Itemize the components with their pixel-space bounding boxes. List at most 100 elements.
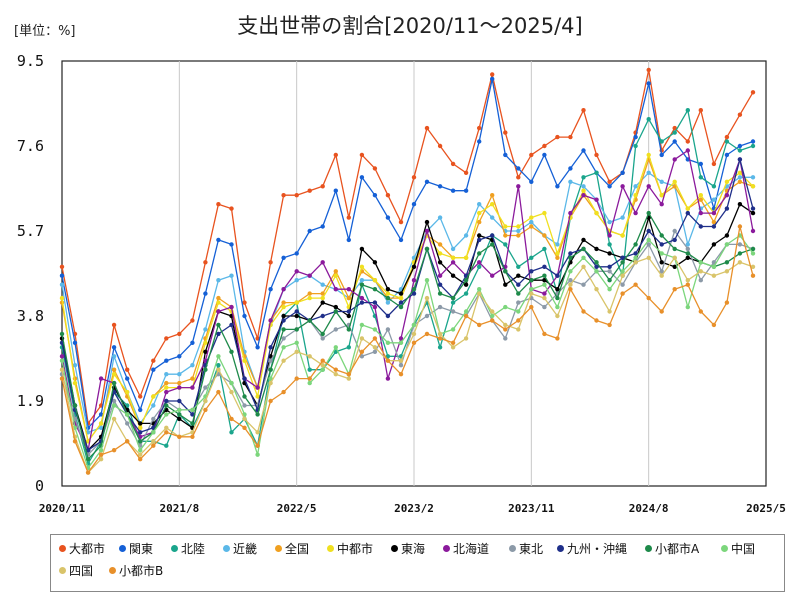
data-point xyxy=(450,340,456,345)
y-tick-label: 5.7 xyxy=(17,222,44,240)
data-point xyxy=(346,287,351,292)
data-point xyxy=(490,309,495,314)
data-point xyxy=(164,358,169,363)
data-point xyxy=(581,246,586,252)
data-point xyxy=(72,403,78,408)
data-point xyxy=(177,385,182,390)
data-point xyxy=(633,193,638,198)
data-point xyxy=(138,448,143,453)
data-point xyxy=(411,291,417,296)
chart-title: 支出世帯の割合[2020/11～2025/4] xyxy=(237,14,583,38)
data-point xyxy=(698,210,703,216)
data-point xyxy=(633,251,638,256)
data-point xyxy=(294,193,299,198)
data-point xyxy=(620,215,625,220)
data-point xyxy=(463,313,469,319)
data-point xyxy=(346,372,351,377)
data-point xyxy=(437,282,443,287)
data-point xyxy=(268,318,273,323)
data-point xyxy=(372,193,378,198)
data-point xyxy=(424,278,430,283)
data-point xyxy=(477,210,482,216)
data-point xyxy=(607,242,612,247)
legend-item: 四国 xyxy=(59,563,93,579)
data-point xyxy=(164,389,169,395)
legend-marker xyxy=(645,545,652,552)
data-point xyxy=(203,398,208,404)
legend-marker xyxy=(721,545,728,552)
data-point xyxy=(607,219,612,225)
data-point xyxy=(724,269,730,274)
data-point xyxy=(111,380,117,386)
data-point xyxy=(542,233,547,238)
data-point xyxy=(542,295,547,301)
legend-item: 東北 xyxy=(509,541,543,557)
data-point xyxy=(620,273,625,278)
data-point xyxy=(203,291,208,296)
data-point xyxy=(190,434,195,439)
data-point xyxy=(607,278,612,283)
data-point xyxy=(607,287,612,292)
data-point xyxy=(529,224,534,229)
data-point xyxy=(190,376,195,381)
data-point xyxy=(281,313,286,319)
data-point xyxy=(111,403,117,408)
data-point xyxy=(633,260,638,265)
legend-marker xyxy=(443,545,450,552)
data-point xyxy=(659,179,664,184)
series-大都市 xyxy=(59,67,756,426)
data-point xyxy=(542,210,547,216)
data-point xyxy=(490,202,495,207)
data-point xyxy=(568,210,573,216)
data-point xyxy=(72,380,78,386)
data-point xyxy=(294,340,299,345)
data-point xyxy=(190,340,195,345)
data-point xyxy=(750,228,756,234)
data-point xyxy=(542,143,547,149)
data-point xyxy=(503,152,508,158)
data-point xyxy=(646,81,651,86)
data-point xyxy=(581,188,586,193)
data-point xyxy=(72,340,78,345)
data-point xyxy=(437,345,443,350)
data-point xyxy=(724,193,730,198)
legend-label: 大都市 xyxy=(69,542,106,556)
data-point xyxy=(177,354,182,359)
data-point xyxy=(320,313,325,319)
data-point xyxy=(568,166,573,171)
data-point xyxy=(529,179,534,184)
data-point xyxy=(529,278,534,283)
data-point xyxy=(529,152,534,158)
data-point xyxy=(333,309,338,314)
data-point xyxy=(372,300,378,305)
data-point xyxy=(255,443,260,448)
data-point xyxy=(542,246,547,252)
data-point xyxy=(698,161,703,167)
data-point xyxy=(646,228,651,234)
legend-marker xyxy=(327,545,334,552)
data-point xyxy=(542,282,547,287)
data-point xyxy=(594,246,599,252)
data-point xyxy=(307,273,312,278)
data-point xyxy=(607,309,612,314)
data-point xyxy=(411,278,417,283)
data-point xyxy=(359,264,365,269)
legend-label: 近畿 xyxy=(233,542,258,556)
series-line xyxy=(61,225,754,474)
data-point xyxy=(216,354,221,359)
data-point xyxy=(463,255,469,260)
data-point xyxy=(255,345,260,350)
data-point xyxy=(646,170,651,175)
data-point xyxy=(516,175,521,180)
data-point xyxy=(750,184,756,189)
plot-area: 2020/11 2021/8 2022/5 2023/2 2023/11 2024/8 20… xyxy=(17,52,786,515)
data-point xyxy=(633,255,638,260)
data-point xyxy=(333,152,338,158)
data-point xyxy=(125,389,130,395)
data-point xyxy=(581,184,586,189)
data-point xyxy=(503,224,508,229)
data-point xyxy=(411,202,417,207)
data-point xyxy=(151,430,156,435)
data-point xyxy=(59,376,65,381)
data-point xyxy=(359,354,365,359)
